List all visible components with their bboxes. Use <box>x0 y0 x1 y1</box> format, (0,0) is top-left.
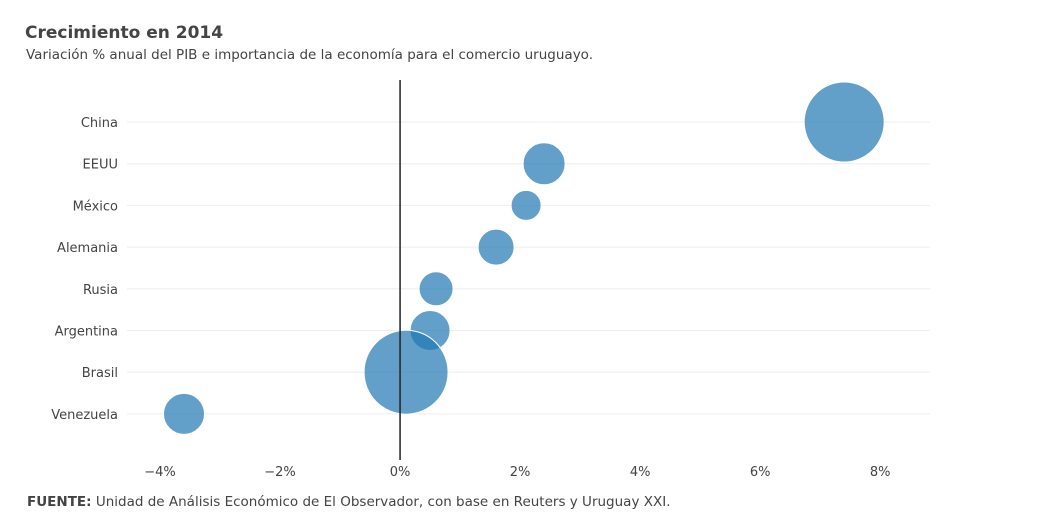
x-tick-label: 8% <box>870 465 891 480</box>
x-tick-label: −2% <box>264 465 296 480</box>
bubble-china <box>803 81 885 163</box>
y-tick-label: Venezuela <box>51 408 118 423</box>
y-tick-label: China <box>81 116 118 131</box>
y-tick-label: Alemania <box>57 241 118 256</box>
bubble-méxico <box>510 189 542 221</box>
bubble-alemania <box>477 228 515 266</box>
x-tick-label: 6% <box>750 465 771 480</box>
x-tick-label: −4% <box>144 465 176 480</box>
bubble-rusia <box>418 271 454 307</box>
y-tick-label: Rusia <box>83 283 118 298</box>
y-tick-label: Argentina <box>55 325 118 340</box>
chart-subtitle: Variación % anual del PIB e importancia … <box>26 47 593 63</box>
y-tick-label: Brasil <box>82 366 118 381</box>
bubble-brasil <box>363 329 449 415</box>
x-tick-label: 0% <box>390 465 411 480</box>
x-tick-label: 2% <box>510 465 531 480</box>
bubble-eeuu <box>522 142 566 186</box>
source-note: FUENTE: Unidad de Análisis Económico de … <box>27 494 671 510</box>
chart-title: Crecimiento en 2014 <box>25 23 224 43</box>
source-text: Unidad de Análisis Económico de El Obser… <box>91 494 671 510</box>
x-tick-label: 4% <box>630 465 651 480</box>
bubble-venezuela <box>163 392 206 435</box>
y-tick-label: México <box>73 199 118 214</box>
source-label: FUENTE: <box>27 494 92 510</box>
y-tick-label: EEUU <box>83 158 118 173</box>
